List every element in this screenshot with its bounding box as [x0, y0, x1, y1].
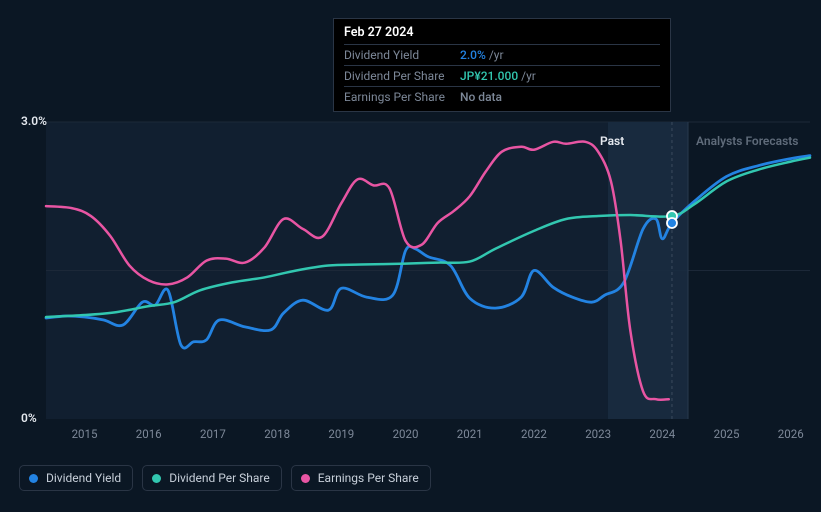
tooltip-row-label: Dividend Per Share — [344, 69, 460, 83]
past-label: Past — [600, 134, 624, 148]
tooltip-row: Dividend Yield2.0%/yr — [344, 44, 660, 65]
legend-item-earnings-per-share[interactable]: Earnings Per Share — [291, 465, 431, 491]
tooltip-row: Dividend Per ShareJP¥21.000/yr — [344, 65, 660, 86]
x-axis-label: 2021 — [457, 427, 483, 441]
chart-tooltip: Feb 27 2024 Dividend Yield2.0%/yrDividen… — [333, 18, 671, 112]
tooltip-row-value: No data — [460, 90, 502, 104]
x-axis-label: 2023 — [585, 427, 611, 441]
tooltip-row-value: JP¥21.000 — [460, 69, 518, 83]
legend-item-dividend-yield[interactable]: Dividend Yield — [19, 465, 133, 491]
tooltip-row-unit: /yr — [489, 48, 504, 62]
x-axis-label: 2017 — [200, 427, 226, 441]
tooltip-row: Earnings Per ShareNo data — [344, 86, 660, 107]
tooltip-date: Feb 27 2024 — [344, 25, 660, 44]
forecast-label: Analysts Forecasts — [696, 134, 798, 148]
legend-label: Dividend Yield — [46, 471, 121, 485]
tooltip-row-unit: /yr — [521, 69, 536, 83]
x-axis-label: 2016 — [136, 427, 162, 441]
x-axis-label: 2024 — [649, 427, 675, 441]
x-axis-label: 2019 — [328, 427, 354, 441]
tooltip-row-value: 2.0% — [460, 48, 486, 62]
tooltip-row-label: Earnings Per Share — [344, 90, 460, 104]
x-axis-label: 2018 — [264, 427, 290, 441]
x-axis-label: 2015 — [72, 427, 98, 441]
x-axis-label: 2020 — [393, 427, 419, 441]
y-axis-label: 3.0% — [21, 114, 47, 128]
y-axis-label: 0% — [21, 411, 37, 425]
chart-legend: Dividend Yield Dividend Per Share Earnings… — [19, 465, 431, 491]
legend-label: Dividend Per Share — [169, 471, 270, 485]
x-axis-label: 2022 — [521, 427, 547, 441]
legend-item-dividend-per-share[interactable]: Dividend Per Share — [142, 465, 282, 491]
legend-dot-icon — [301, 474, 310, 483]
legend-label: Earnings Per Share — [318, 471, 419, 485]
tooltip-row-label: Dividend Yield — [344, 48, 460, 62]
legend-dot-icon — [29, 474, 38, 483]
x-axis-label: 2026 — [778, 427, 804, 441]
legend-dot-icon — [152, 474, 161, 483]
x-axis-label: 2025 — [714, 427, 740, 441]
